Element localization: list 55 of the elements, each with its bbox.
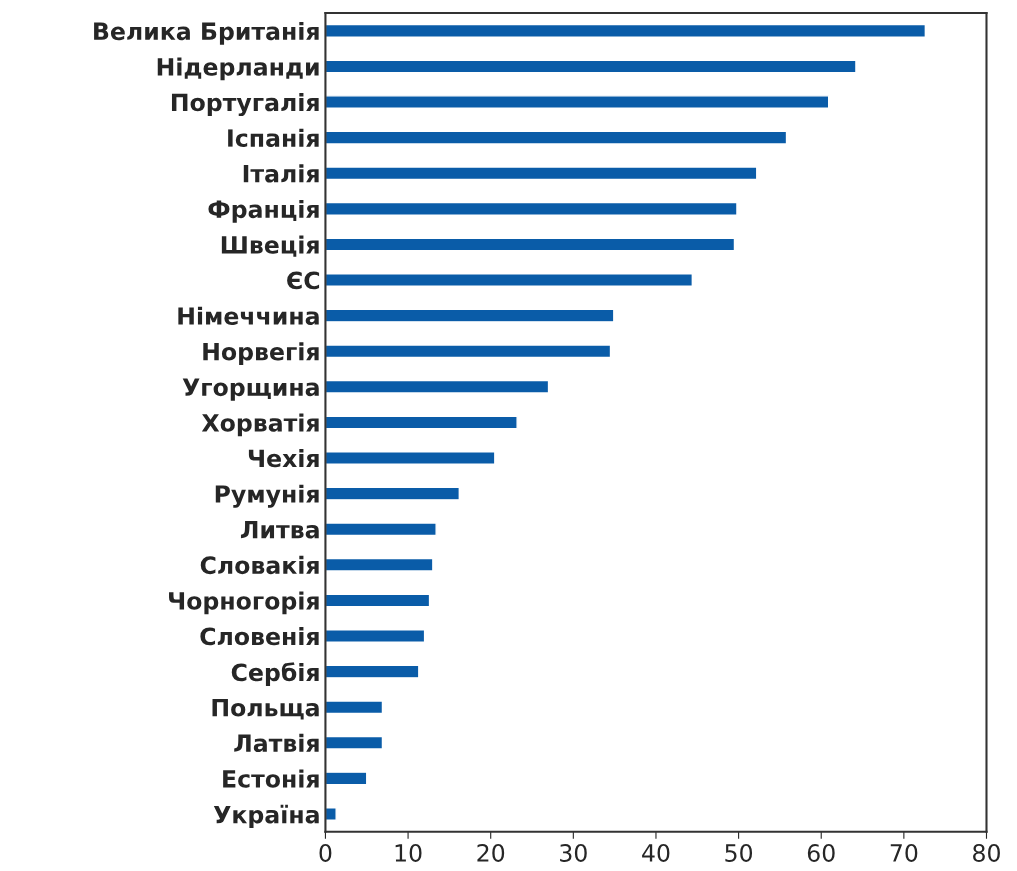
y-tick-label: Сербія [231,662,319,686]
x-tick-label: 30 [560,844,587,862]
y-tick-label: Німеччина [178,306,319,325]
y-tick-label: Хорватія [201,413,319,437]
bar [325,771,368,786]
x-tick-label: 0 [319,844,332,862]
x-tick-label: 60 [807,844,835,862]
bar [325,700,384,715]
bar [325,59,857,74]
y-tick-label: Норвегія [203,342,319,366]
bar [325,807,337,821]
bar [325,273,694,287]
x-tick-label: 80 [973,844,1000,862]
x-tick-label: 50 [725,844,753,862]
y-tick-label: Португалія [171,93,319,117]
y-tick-label: ЄС [287,271,320,290]
y-tick-label: Чехія [248,449,319,468]
x-tick-label: 70 [890,844,918,862]
bar [325,629,426,643]
bar [325,379,550,394]
bar [325,344,612,359]
y-tick-label: Чорногорія [169,591,319,615]
y-tick-label: Велика Британія [94,21,319,45]
y-tick-label: Литва [240,520,319,539]
y-tick-label: Швеція [221,235,319,257]
y-tick-label: Словакія [200,555,319,575]
y-tick-label: Франція [208,199,319,223]
bar [325,486,460,501]
x-tick-label: 20 [477,844,505,862]
bar [325,166,758,181]
y-tick-label: Румунія [215,484,319,508]
bar [325,557,434,572]
bar [325,522,437,537]
bar [325,308,615,323]
y-tick-label: Латвія [234,733,319,753]
bar [325,593,431,608]
bar [325,237,736,252]
y-tick-label: Польща [212,698,319,720]
y-tick-label: Україна [213,804,319,829]
bar [325,23,927,38]
y-tick-label: Нідерланди [157,57,319,81]
bar [325,201,738,216]
y-tick-label: Естонія [223,769,319,788]
y-tick-label: Іспанія [228,128,319,147]
y-tick-label: Угорщина [182,378,319,401]
bar [325,451,496,465]
x-tick-label: 40 [642,844,670,862]
y-tick-label: Словенія [200,627,319,646]
bar [325,95,830,109]
y-tick-label: Італія [243,164,319,183]
bar [325,130,788,145]
bar [325,664,420,679]
x-tick-label: 10 [395,844,422,862]
bar [325,415,518,430]
bar [325,735,384,750]
